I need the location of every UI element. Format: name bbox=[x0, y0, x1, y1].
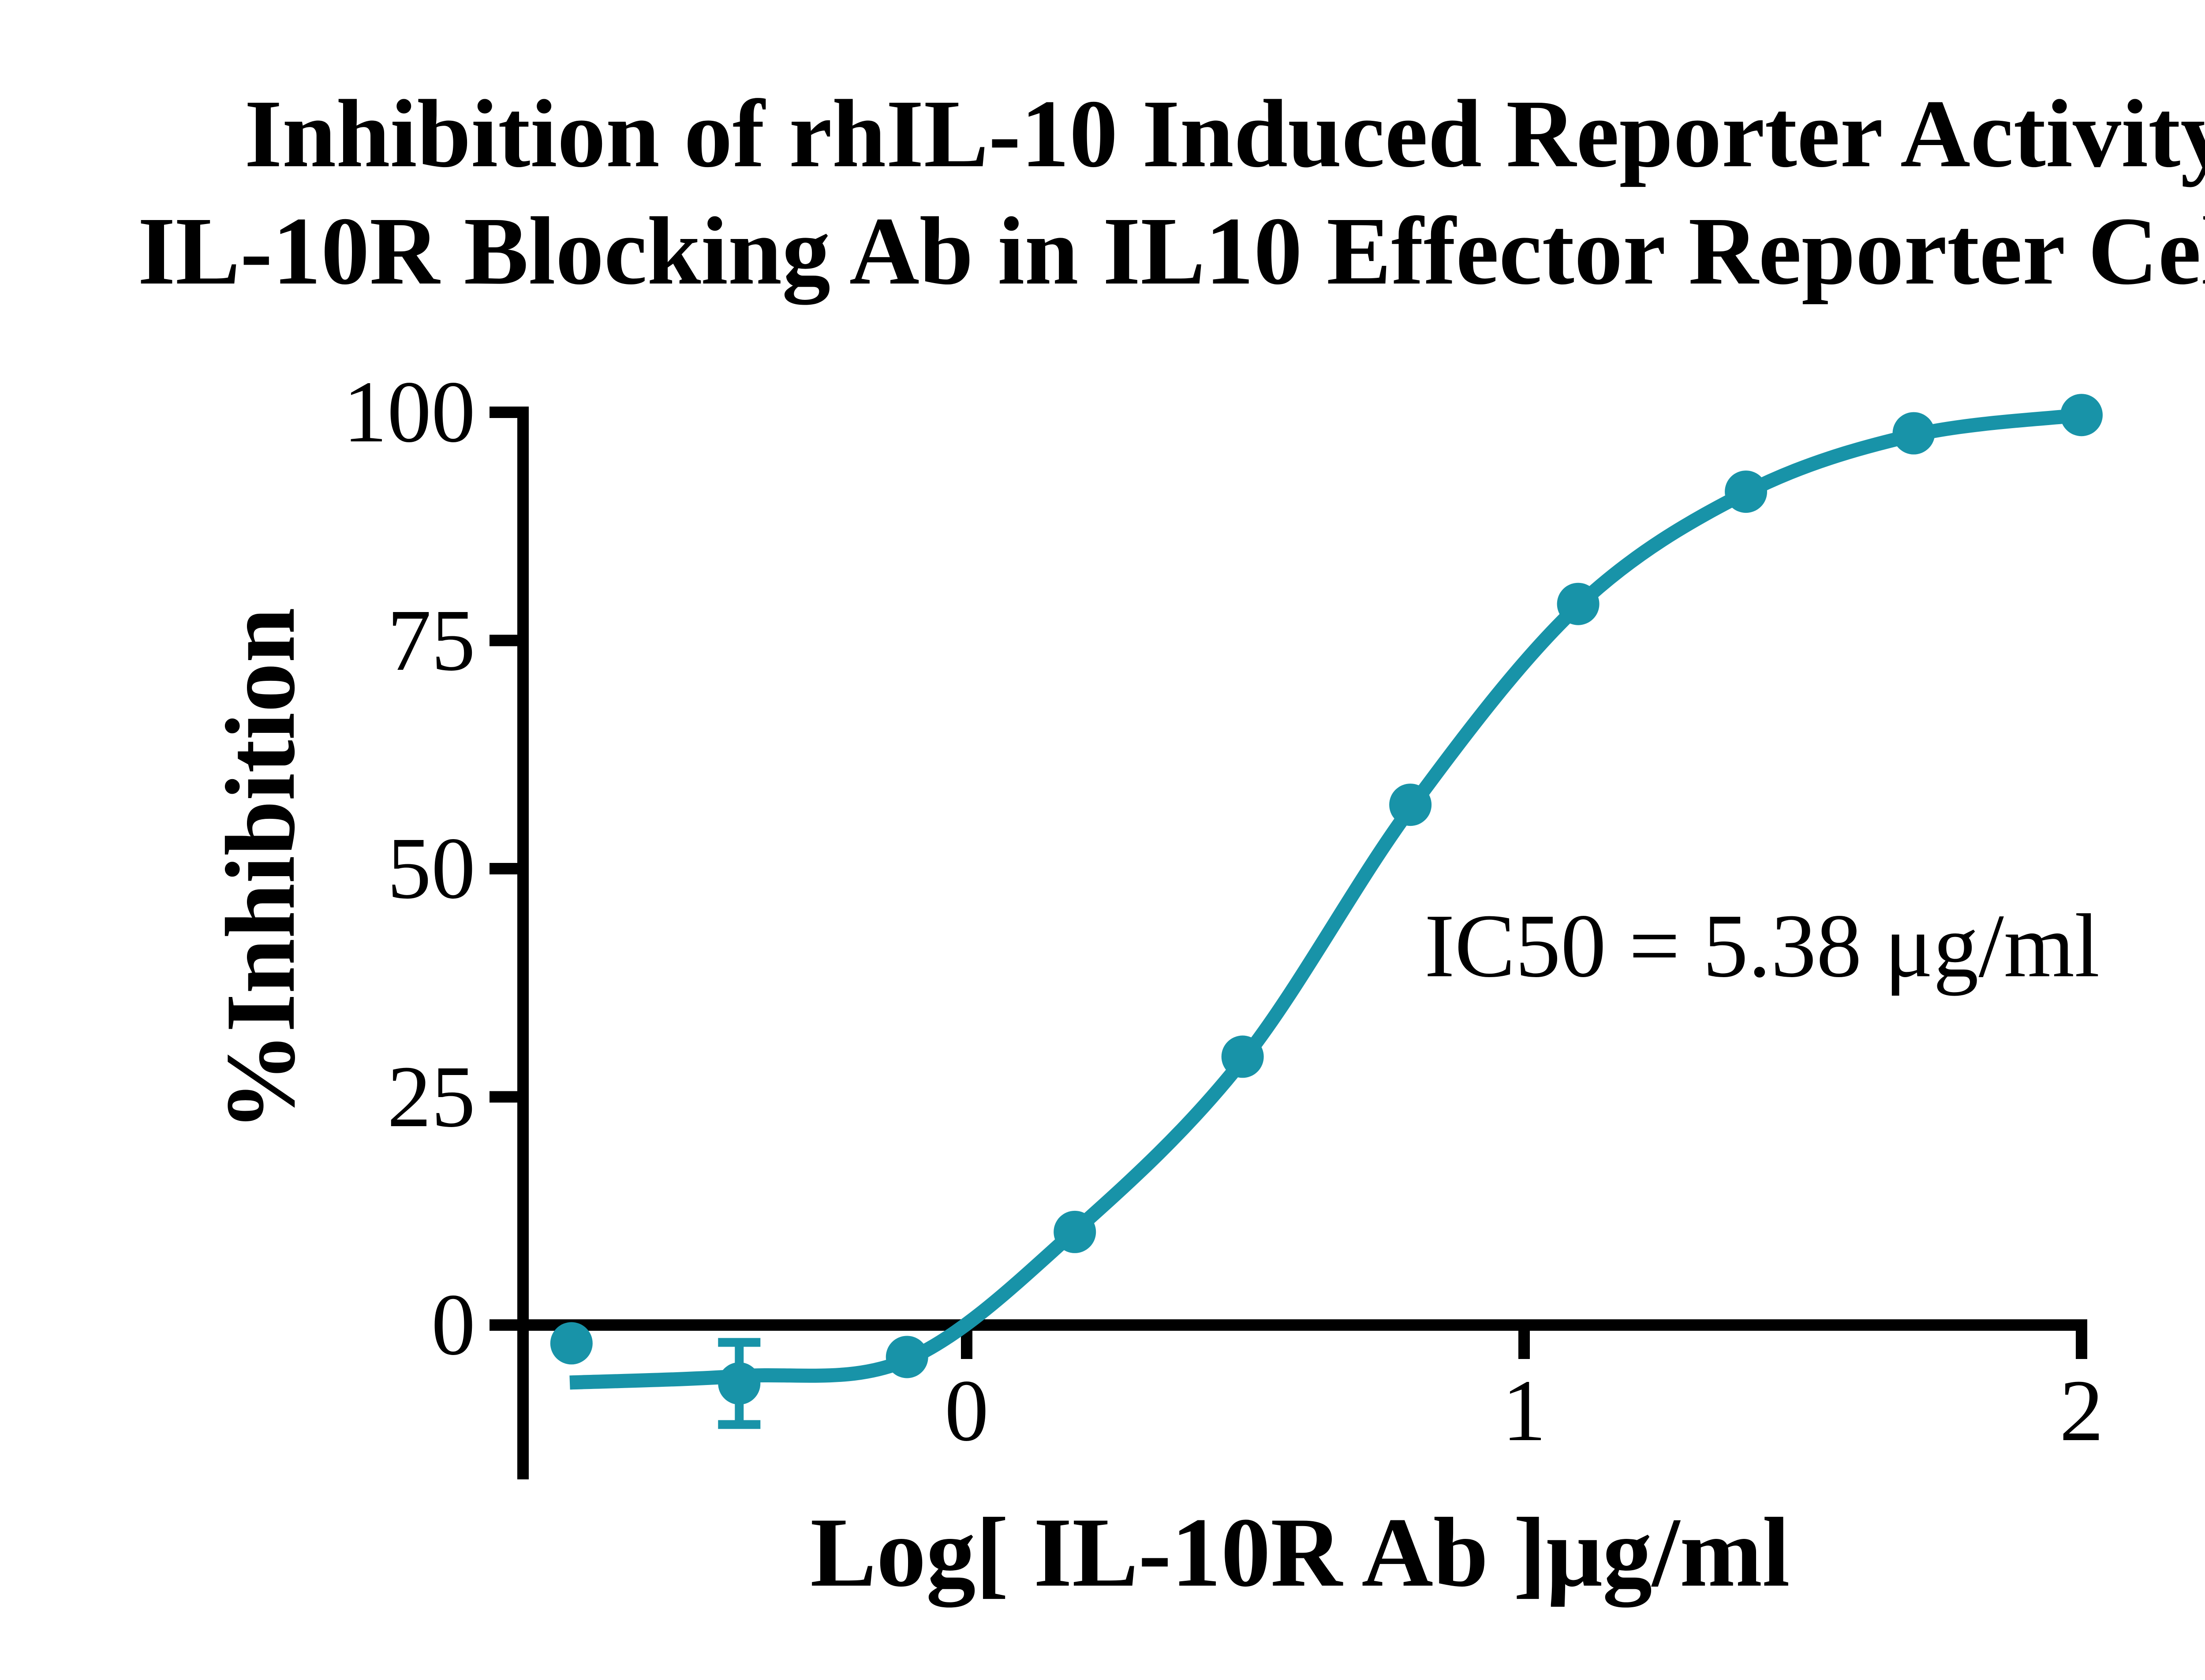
data-point bbox=[1557, 582, 1600, 625]
y-tick-label: 50 bbox=[387, 820, 475, 917]
data-point bbox=[1054, 1210, 1096, 1253]
y-tick-label: 25 bbox=[387, 1048, 475, 1146]
data-point bbox=[2060, 394, 2103, 437]
x-axis-title: Log[ IL-10R Ab ]μg/ml bbox=[810, 1497, 1790, 1607]
data-point bbox=[1221, 1035, 1264, 1078]
data-point bbox=[550, 1322, 593, 1365]
chart-title-line1: Inhibition of rhIL-10 Induced Reporter A… bbox=[244, 80, 2205, 187]
data-point bbox=[1389, 784, 1432, 826]
ic50-annotation: IC50 = 5.38 μg/ml bbox=[1424, 895, 2100, 996]
x-tick-label: 1 bbox=[1502, 1362, 1546, 1460]
y-tick-label: 100 bbox=[343, 363, 475, 461]
x-tick-label: 0 bbox=[945, 1362, 989, 1460]
y-tick-label: 0 bbox=[431, 1276, 475, 1374]
chart-title-line2: IL-10R Blocking Ab in IL10 Effector Repo… bbox=[138, 197, 2205, 305]
x-tick-label: 2 bbox=[2059, 1362, 2104, 1460]
y-tick-label: 75 bbox=[387, 591, 475, 689]
chart-title: Inhibition of rhIL-10 Induced Reporter A… bbox=[0, 75, 2205, 310]
data-point bbox=[1725, 470, 1768, 513]
data-point bbox=[1892, 412, 1935, 455]
data-point bbox=[718, 1362, 761, 1405]
data-point bbox=[886, 1336, 928, 1378]
fit-curve bbox=[569, 408, 2082, 1390]
